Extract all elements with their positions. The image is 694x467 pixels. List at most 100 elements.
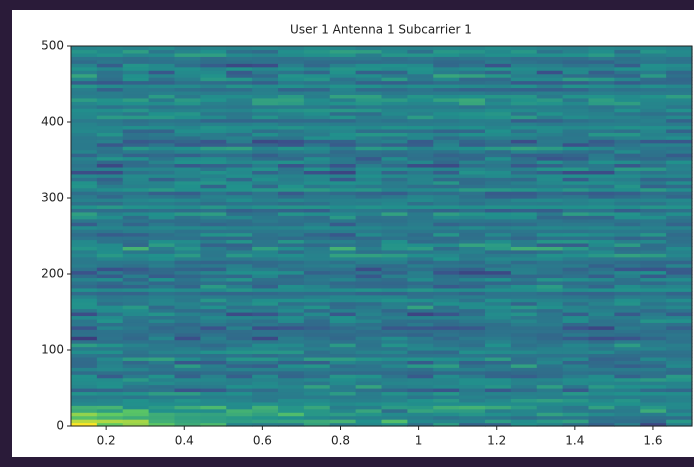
heatmap-cell (485, 267, 512, 272)
heatmap-cell (381, 211, 408, 216)
heatmap-cell (536, 184, 564, 189)
heatmap-cell (640, 287, 667, 292)
heatmap-cell (381, 115, 408, 120)
heatmap-cell (666, 336, 693, 341)
heatmap-cell (200, 194, 227, 199)
heatmap-cell (640, 160, 667, 165)
heatmap-cell (329, 353, 357, 358)
heatmap-cell (407, 350, 434, 355)
heatmap-cell (640, 49, 667, 54)
heatmap-cell (614, 394, 641, 399)
heatmap-cell (381, 274, 408, 279)
heatmap-cell (510, 280, 538, 285)
heatmap-cell (329, 415, 357, 420)
heatmap-cell (329, 187, 357, 192)
heatmap-cell (485, 49, 512, 54)
heatmap-cell (355, 142, 383, 147)
heatmap-cell (71, 246, 98, 251)
heatmap-cell (303, 242, 331, 247)
heatmap-cell (510, 166, 538, 171)
heatmap-cell (303, 156, 331, 161)
heatmap-cell (562, 177, 590, 182)
heatmap-cell (407, 294, 434, 299)
heatmap-cell (252, 52, 279, 57)
heatmap-cell (640, 211, 667, 216)
heatmap-cell (200, 408, 227, 413)
heatmap-cell (381, 332, 408, 337)
heatmap-cell (252, 242, 279, 247)
heatmap-cell (71, 325, 98, 330)
heatmap-cell (355, 104, 383, 109)
heatmap-cell (407, 153, 434, 158)
heatmap-cell (433, 135, 460, 140)
heatmap-cell (459, 412, 486, 417)
heatmap-cell (433, 339, 460, 344)
heatmap-cell (252, 146, 279, 151)
heatmap-cell (96, 194, 124, 199)
heatmap-cell (96, 253, 124, 258)
heatmap-cell (485, 84, 512, 89)
heatmap-cell (278, 156, 305, 161)
heatmap-cell (96, 315, 124, 320)
heatmap-cell (174, 239, 201, 244)
heatmap-cell (510, 90, 538, 95)
heatmap-cell (200, 353, 227, 358)
heatmap-cell (562, 360, 590, 365)
heatmap-cell (329, 388, 357, 393)
heatmap-cell (174, 229, 201, 234)
heatmap-cell (666, 63, 693, 68)
heatmap-cell (614, 128, 641, 133)
heatmap-cell (485, 180, 512, 185)
heatmap-cell (226, 208, 253, 213)
heatmap-cell (459, 170, 486, 175)
heatmap-cell (433, 108, 460, 113)
heatmap-cell (278, 353, 305, 358)
heatmap-cell (562, 66, 590, 71)
heatmap-cell (510, 381, 538, 386)
heatmap-cell (148, 408, 176, 413)
heatmap-cell (614, 274, 641, 279)
heatmap-cell (252, 77, 279, 82)
heatmap-cell (536, 419, 564, 424)
heatmap-cell (303, 180, 331, 185)
heatmap-cell (381, 184, 408, 189)
heatmap-cell (562, 146, 590, 151)
heatmap-cell (433, 360, 460, 365)
heatmap-cell (510, 108, 538, 113)
heatmap-cell (278, 198, 305, 203)
heatmap-cell (459, 142, 486, 147)
heatmap-cell (510, 374, 538, 379)
heatmap-cell (303, 94, 331, 99)
heatmap-cell (122, 108, 150, 113)
heatmap-cell (588, 318, 615, 323)
heatmap-cell (407, 215, 434, 220)
heatmap-cell (355, 336, 383, 341)
heatmap-cell (433, 218, 460, 223)
heatmap-cell (96, 225, 124, 230)
heatmap-cell (148, 204, 176, 209)
heatmap-cell (407, 242, 434, 247)
heatmap-cell (485, 77, 512, 82)
heatmap-cell (407, 104, 434, 109)
heatmap-cell (614, 350, 641, 355)
heatmap-cell (148, 356, 176, 361)
heatmap-cell (588, 287, 615, 292)
heatmap-cell (71, 332, 98, 337)
heatmap-cell (122, 249, 150, 254)
heatmap-cell (536, 239, 564, 244)
heatmap-cell (122, 128, 150, 133)
heatmap-cell (562, 215, 590, 220)
heatmap-cell (666, 232, 693, 237)
heatmap-cell (96, 329, 124, 334)
heatmap-cell (96, 377, 124, 382)
heatmap-cell (433, 242, 460, 247)
heatmap-cell (122, 405, 150, 410)
heatmap-cell (278, 204, 305, 209)
heatmap-cell (407, 329, 434, 334)
heatmap-cell (96, 339, 124, 344)
heatmap-cell (588, 211, 615, 216)
heatmap-cell (433, 356, 460, 361)
heatmap-cell (174, 280, 201, 285)
heatmap-cell (200, 260, 227, 265)
heatmap-cell (252, 97, 279, 102)
